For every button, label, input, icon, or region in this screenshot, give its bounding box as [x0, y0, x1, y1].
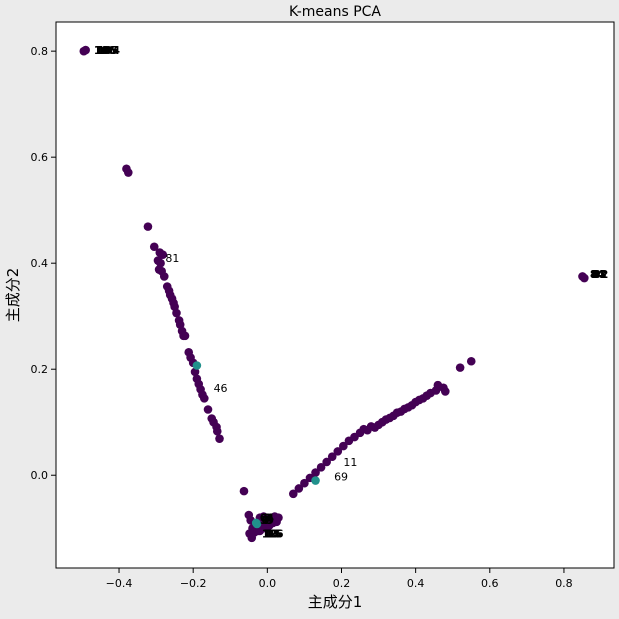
point-index-label: 13	[263, 528, 278, 541]
scatter-point-cluster_0	[339, 441, 348, 451]
point-index-label: 84	[590, 268, 606, 281]
y-axis-ticks: 0.0 0.2 0.4 0.6 0.8	[31, 45, 56, 482]
scatter-point-cluster_0	[172, 308, 181, 318]
y-axis-label: 主成分2	[4, 268, 22, 323]
scatter-point-cluster_0	[255, 526, 265, 536]
scatter-point-cluster_0	[247, 533, 257, 543]
scatter-point-cluster_1	[311, 476, 320, 485]
y-tick-label: 0.2	[31, 363, 49, 376]
point-index-label: 1	[262, 512, 270, 525]
x-tick-label: −0.4	[106, 577, 133, 590]
point-index-label: 14	[265, 528, 281, 541]
x-tick-label: 0.0	[259, 577, 277, 590]
point-index-label: 3	[265, 512, 273, 525]
scatter-point-cluster_1	[192, 361, 202, 370]
scatter-point-cluster_0	[288, 489, 298, 499]
point-annotation: 11	[343, 456, 357, 469]
point-annotation: 106	[94, 44, 115, 57]
point-index-label: 105	[95, 44, 118, 57]
scatter-point-cluster_0	[327, 452, 337, 461]
scatter-point-cluster_0	[316, 462, 326, 472]
scatter-point-cluster_0	[322, 457, 331, 467]
scatter-point-cluster_0	[203, 405, 213, 414]
point-index-label: 7	[263, 514, 271, 527]
scatter-point-cluster_0	[149, 242, 159, 252]
x-tick-label: 0.2	[333, 577, 351, 590]
scatter-point-cluster_0	[212, 426, 222, 436]
scatter-point-cluster_0	[311, 468, 320, 477]
y-tick-label: 0.4	[31, 257, 49, 270]
scatter-point-cluster_0	[455, 363, 465, 372]
point-index-label: 5	[260, 514, 268, 527]
y-tick-label: 0.0	[31, 469, 49, 482]
scatter-point-cluster_0	[81, 45, 90, 55]
scatter-point-cluster_0	[159, 272, 169, 281]
point-index-label: 83	[592, 268, 607, 281]
scatter-point-cluster_0	[294, 484, 304, 493]
points-layer	[79, 45, 589, 543]
scatter-point-cluster_0	[215, 434, 224, 443]
scatter-point-cluster_1	[252, 519, 262, 529]
scatter-point-cluster_0	[580, 273, 589, 283]
chart-title: K-means PCA	[289, 4, 381, 20]
point-annotation: 69	[334, 470, 348, 483]
scatter-point-cluster_0	[300, 478, 309, 488]
plot-frame	[55, 21, 615, 569]
point-index-label: 8	[265, 514, 273, 527]
scatter-point-cluster_0	[441, 387, 450, 396]
x-tick-label: 0.4	[407, 577, 425, 590]
scatter-point-cluster_0	[158, 250, 168, 260]
point-index-label: 15	[267, 528, 282, 541]
scatter-point-cluster_0	[180, 331, 190, 341]
y-tick-label: 0.6	[31, 151, 49, 164]
x-tick-label: 0.6	[481, 577, 499, 590]
scatter-point-cluster_0	[200, 394, 209, 403]
scatter-point-cluster_0	[466, 356, 476, 366]
point-index-label: 4	[266, 512, 274, 525]
scatter-point-cluster_0	[143, 222, 153, 231]
point-index-label: 6	[262, 514, 270, 527]
point-annotation: 81	[165, 252, 179, 265]
point-annotation: 46	[214, 382, 228, 395]
scatter-point-cluster_0	[333, 447, 343, 456]
x-tick-label: −0.2	[180, 577, 207, 590]
scatter-point-cluster_0	[123, 168, 133, 177]
x-axis-label: 主成分1	[308, 593, 363, 611]
y-tick-label: 0.8	[31, 45, 49, 58]
point-index-label: 82	[593, 268, 608, 281]
plot-area	[56, 22, 614, 568]
point-index-label: 12	[262, 528, 277, 541]
x-axis-ticks: −0.4 −0.2 0.0 0.2 0.4 0.6 0.8	[106, 568, 573, 590]
scatter-point-cluster_0	[239, 486, 249, 496]
point-index-label: 106	[94, 44, 117, 57]
point-index-label: 16	[268, 528, 284, 541]
scatter-point-cluster_0	[274, 513, 283, 522]
x-tick-label: 0.8	[555, 577, 573, 590]
point-annotation: 84	[590, 268, 604, 281]
point-index-label: 9	[266, 514, 274, 527]
point-index-label: 2	[263, 512, 271, 525]
point-index-label: 104	[97, 44, 120, 57]
point-index-label: 0	[260, 512, 268, 525]
